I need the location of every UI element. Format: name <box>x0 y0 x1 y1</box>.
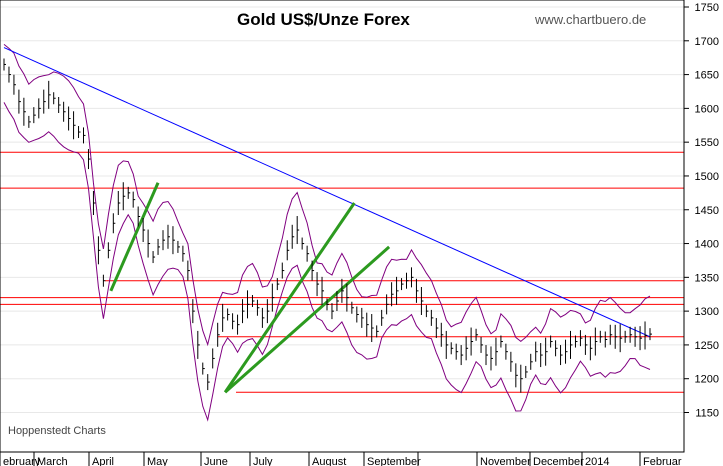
x-tick-label: Februar <box>643 456 682 466</box>
y-tick-label: 1450 <box>695 205 719 217</box>
x-tick-label: August <box>312 456 346 466</box>
x-tick-label: ebruary <box>3 456 41 466</box>
x-tick-label: December <box>533 456 584 466</box>
trend-line <box>3 47 651 338</box>
source-label: www.chartbuero.de <box>534 12 646 27</box>
credit-label: Hoppenstedt Charts <box>8 425 106 437</box>
price-layer <box>3 58 652 393</box>
x-tick-label: November <box>480 456 531 466</box>
bollinger-layer <box>3 44 651 422</box>
x-tick-label: July <box>253 456 273 466</box>
y-tick-label: 1400 <box>695 239 719 251</box>
bollinger-upper <box>3 44 651 347</box>
x-tick-label: April <box>92 456 114 466</box>
y-tick-label: 1350 <box>695 272 719 284</box>
channel-line <box>109 182 160 292</box>
y-tick-label: 1650 <box>695 70 719 82</box>
x-tick-label: September <box>367 456 421 466</box>
x-tick-label: June <box>204 456 228 466</box>
y-tick-label: 1700 <box>695 36 719 48</box>
x-tick-label: March <box>37 456 68 466</box>
y-tick-label: 1250 <box>695 340 719 352</box>
channel-line <box>224 245 391 394</box>
y-tick-label: 1750 <box>695 2 719 14</box>
plot-frame <box>0 0 685 453</box>
x-tick-label: 2014 <box>585 456 609 466</box>
y-tick-label: 1550 <box>695 137 719 149</box>
grid-layer <box>0 6 684 413</box>
y-tick-label: 1200 <box>695 374 719 386</box>
bollinger-lower <box>3 102 651 422</box>
y-tick-label: 1150 <box>695 408 719 420</box>
trend-layer <box>3 47 651 394</box>
chart-title: Gold US$/Unze Forex <box>237 10 410 29</box>
y-tick-label: 1600 <box>695 103 719 115</box>
y-tick-label: 1500 <box>695 171 719 183</box>
y-tick-label: 1300 <box>695 306 719 318</box>
x-tick-label: May <box>147 456 168 466</box>
channel-line <box>223 202 356 394</box>
y-axis: 1150 1200 1250 1300 1350 1400 1450 1500 1550 1600… <box>684 2 719 420</box>
